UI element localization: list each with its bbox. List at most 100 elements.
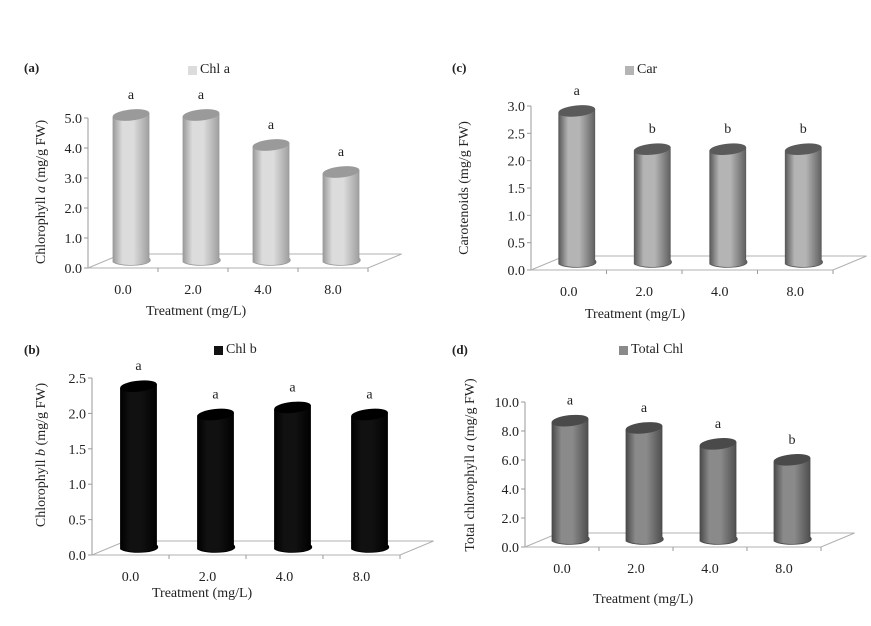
panel-label: (d) [452, 342, 468, 357]
bar-cylinder-body [120, 384, 159, 553]
x-tick-label: 0.0 [122, 570, 140, 585]
plot-area: 0.0 2.0 4.0 6.0 8.0 10.0 a 0.0 a 2.0 a 4.0 b 8.0 [495, 394, 855, 577]
legend: Car [625, 62, 657, 78]
bar [558, 105, 597, 268]
bar-cylinder-top [322, 166, 360, 178]
chart-floor [524, 532, 855, 548]
bar [784, 143, 824, 268]
y-tick-label: 2.0 [502, 512, 520, 527]
y-tick-label: 6.0 [502, 454, 520, 469]
bar-cylinder-body [773, 457, 812, 545]
chart-panel-d: (d) Total Chl Total chlorophyll a (mg/g … [435, 335, 865, 625]
x-tick-label: 2.0 [199, 570, 217, 585]
bar [709, 143, 748, 268]
bar [197, 408, 236, 553]
y-tick-label: 0.5 [508, 237, 526, 252]
x-tick-label: 4.0 [276, 570, 294, 585]
bar-cylinder-top [182, 109, 220, 121]
x-tick-label: 4.0 [711, 285, 729, 300]
chart-floor [530, 255, 867, 271]
x-axis-label: Treatment (mg/L) [146, 304, 247, 319]
x-tick-label: 4.0 [701, 562, 719, 577]
y-tick-label: 3.0 [508, 100, 526, 115]
y-tick-label: 1.0 [508, 209, 526, 224]
y-tick-label: 10.0 [495, 396, 520, 411]
panel-label: (c) [452, 60, 467, 75]
y-tick-label: 0.5 [69, 514, 87, 529]
x-tick-label: 8.0 [353, 570, 371, 585]
bar-cylinder-top [784, 143, 822, 156]
legend-label: Total Chl [631, 342, 684, 357]
significance-label: b [789, 433, 796, 448]
bar-cylinder-top [633, 143, 671, 156]
bar-cylinder-body [252, 143, 291, 266]
bar [633, 143, 673, 268]
bar [120, 380, 159, 553]
legend: Chl a [188, 62, 230, 78]
bar [322, 166, 361, 266]
bar-cylinder-body [558, 108, 597, 268]
bar-cylinder-body [709, 147, 748, 268]
legend-swatch [188, 65, 197, 75]
y-tick-label: 0.0 [502, 541, 520, 556]
x-tick-label: 8.0 [775, 562, 793, 577]
significance-label: a [128, 88, 135, 103]
legend-label: Car [637, 62, 658, 77]
bar-cylinder-top [625, 422, 663, 434]
y-tick-label: 2.0 [65, 202, 83, 217]
y-tick-label: 1.0 [65, 232, 83, 247]
plot-area: 0.0 0.5 1.0 1.5 2.0 2.5 a 0.0 a 2.0 a 4.0 a 8.0 [69, 359, 434, 585]
significance-label: a [641, 401, 648, 416]
y-tick-label: 2.5 [69, 372, 87, 387]
significance-label: a [289, 380, 296, 395]
chart-panel-b: (b) Chl b Chlorophyll b (mg/g FW) 0.0 0.5… [0, 335, 434, 625]
bar [112, 109, 151, 266]
bar-cylinder-body [551, 418, 590, 545]
panel-label: (a) [24, 60, 40, 75]
y-tick-label: 0.0 [508, 264, 526, 279]
bar-cylinder-top [551, 414, 589, 427]
x-tick-label: 0.0 [560, 285, 578, 300]
y-tick-label: 4.0 [65, 142, 83, 157]
x-axis-label: Treatment (mg/L) [585, 307, 686, 322]
legend-swatch [625, 65, 634, 75]
y-tick-label: 2.0 [69, 407, 87, 422]
bar-cylinder-body [274, 405, 313, 553]
legend-swatch [214, 345, 223, 355]
bar-cylinder-top [120, 380, 157, 392]
significance-label: a [212, 387, 219, 402]
y-tick-label: 0.0 [65, 262, 83, 277]
bar [182, 109, 221, 266]
significance-label: b [649, 122, 656, 137]
legend: Total Chl [619, 342, 683, 358]
bar-cylinder-body [699, 441, 738, 545]
plot-area: 0.0 1.0 2.0 3.0 4.0 5.0 a 0.0 a 2.0 a 4.0 a 8.0 [65, 88, 402, 298]
bar [252, 139, 291, 266]
x-tick-label: 0.0 [553, 562, 571, 577]
y-tick-label: 1.5 [69, 443, 87, 458]
x-axis-label: Treatment (mg/L) [152, 586, 253, 601]
bar-cylinder-top [351, 408, 388, 421]
bar [351, 408, 390, 553]
chart-panel-a: (a) Chl a Chlorophyll a (mg/g FW) 0.0 1.0… [0, 50, 430, 340]
y-tick-label: 3.0 [65, 172, 83, 187]
x-tick-label: 8.0 [324, 283, 342, 298]
x-tick-label: 0.0 [114, 283, 132, 298]
y-tick-label: 2.0 [508, 155, 526, 170]
significance-label: a [574, 84, 581, 99]
bar-cylinder-top [197, 408, 234, 421]
x-tick-label: 8.0 [787, 285, 805, 300]
x-tick-label: 2.0 [627, 562, 645, 577]
bar-cylinder-body [351, 412, 390, 553]
y-tick-label: 5.0 [65, 112, 83, 127]
bar [274, 401, 313, 553]
legend-label: Chl a [200, 62, 230, 77]
bar-cylinder-body [633, 147, 673, 268]
bar-cylinder-body [197, 412, 236, 553]
bar-cylinder-top [699, 438, 737, 450]
bar-cylinder-body [182, 113, 221, 266]
bar [773, 453, 812, 545]
bar-cylinder-top [112, 109, 150, 121]
panel-label: (b) [24, 342, 40, 357]
y-tick-label: 8.0 [502, 425, 520, 440]
